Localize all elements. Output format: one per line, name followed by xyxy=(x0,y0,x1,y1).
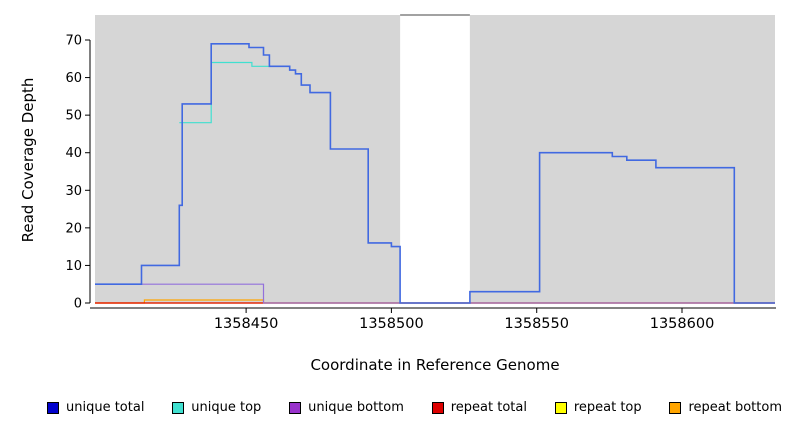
series-line-unique-bottom xyxy=(95,283,775,304)
legend-label-repeat-bottom: repeat bottom xyxy=(688,400,782,415)
x-tick-label: 1358600 xyxy=(650,316,715,332)
legend-swatch-unique-bottom xyxy=(289,401,302,414)
y-axis-label: Read Coverage Depth xyxy=(19,77,37,243)
x-tick-label: 1358550 xyxy=(504,316,569,332)
series-line-unique-total xyxy=(95,43,775,304)
legend-label-unique-bottom: unique bottom xyxy=(308,400,404,415)
legend-swatch-repeat-total xyxy=(431,401,444,414)
legend-item-repeat-bottom: repeat bottom xyxy=(669,400,782,415)
y-tick-label: 50 xyxy=(65,109,82,124)
y-tick-label: 20 xyxy=(65,221,82,236)
y-tick-label: 60 xyxy=(65,71,82,86)
x-axis-label: Coordinate in Reference Genome xyxy=(310,356,560,374)
y-tick-label: 10 xyxy=(65,259,82,274)
legend-item-unique-bottom: unique bottom xyxy=(289,400,404,415)
legend-item-unique-total: unique total xyxy=(47,400,144,415)
legend-label-repeat-top: repeat top xyxy=(573,400,642,415)
legend-item-repeat-total: repeat total xyxy=(431,400,527,415)
legend-item-unique-top: unique top xyxy=(172,400,261,415)
legend-item-repeat-top: repeat top xyxy=(554,400,642,415)
legend-swatch-unique-top xyxy=(172,401,185,414)
series-line-unique-top xyxy=(179,61,270,124)
y-tick-label: 70 xyxy=(65,34,82,49)
gap-region xyxy=(400,15,470,303)
legend-swatch-repeat-bottom xyxy=(669,401,682,414)
y-tick-label: 0 xyxy=(74,297,82,312)
legend-label-unique-top: unique top xyxy=(191,400,262,415)
coverage-chart: 0 10 20 30 40 50 60 70 1358450 1358500 1358550 1358… xyxy=(65,14,776,332)
legend-swatch-repeat-top xyxy=(554,401,567,414)
x-tick-label: 1358450 xyxy=(214,316,279,332)
y-tick-label: 30 xyxy=(65,184,82,199)
x-tick-label: 1358500 xyxy=(359,316,424,332)
chart-legend: unique total unique top unique bottom re… xyxy=(47,400,782,415)
legend-label-repeat-total: repeat total xyxy=(450,400,527,415)
legend-label-unique-total: unique total xyxy=(66,400,145,415)
y-tick-label: 40 xyxy=(65,146,82,161)
legend-swatch-unique-total xyxy=(47,401,59,414)
